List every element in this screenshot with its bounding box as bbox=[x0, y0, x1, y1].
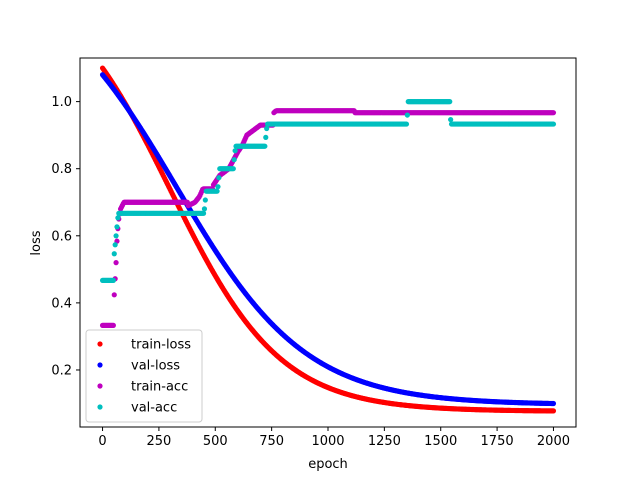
val-acc-point bbox=[215, 184, 221, 190]
x-tick-label: 250 bbox=[146, 434, 171, 449]
val-acc-point bbox=[264, 125, 270, 132]
val-acc-point bbox=[115, 215, 121, 221]
val-acc-point bbox=[550, 121, 557, 127]
x-tick-label: 0 bbox=[98, 434, 106, 449]
x-tick-label: 2000 bbox=[537, 434, 570, 449]
val-acc-point bbox=[231, 157, 237, 163]
val-acc-point bbox=[110, 277, 116, 284]
val-loss-point bbox=[550, 400, 557, 407]
y-tick-label: 0.6 bbox=[51, 229, 72, 244]
val-acc-point bbox=[214, 188, 220, 194]
x-tick-label: 1000 bbox=[311, 434, 344, 449]
val-acc-point bbox=[448, 116, 454, 123]
legend: train-loss val-loss train-acc val-acc bbox=[85, 329, 203, 423]
x-tick-label: 500 bbox=[203, 434, 228, 449]
legend-marker bbox=[97, 383, 103, 389]
train-acc-point bbox=[550, 110, 557, 116]
x-axis: 0 250 500 750 1000 1250 1500 1750 2000 bbox=[98, 427, 570, 449]
y-axis-label: loss bbox=[29, 230, 44, 255]
legend-label: val-loss bbox=[131, 359, 180, 374]
legend-marker bbox=[97, 362, 103, 368]
val-acc-point bbox=[262, 143, 268, 149]
train-acc-point bbox=[110, 322, 116, 328]
x-axis-label: epoch bbox=[308, 457, 348, 472]
val-acc-point bbox=[111, 251, 117, 257]
legend-label: train-loss bbox=[131, 338, 191, 353]
y-axis: 0.2 0.4 0.6 0.8 1.0 bbox=[51, 95, 80, 378]
val-acc-point bbox=[113, 233, 119, 239]
val-acc-point bbox=[202, 197, 208, 203]
legend-box bbox=[85, 329, 203, 423]
legend-label: val-acc bbox=[131, 401, 177, 416]
val-acc-point bbox=[404, 112, 410, 118]
val-acc-point bbox=[201, 206, 208, 212]
data-marks bbox=[99, 65, 557, 414]
x-tick-label: 750 bbox=[259, 434, 284, 449]
val-acc-point bbox=[230, 166, 236, 172]
val-acc-point bbox=[114, 224, 120, 230]
val-acc-point bbox=[232, 148, 238, 154]
val-acc-point bbox=[216, 175, 222, 181]
legend-label: train-acc bbox=[131, 380, 188, 395]
y-tick-label: 0.8 bbox=[51, 162, 72, 177]
legend-marker bbox=[97, 341, 103, 347]
val-acc-point bbox=[200, 210, 207, 216]
x-tick-label: 1500 bbox=[424, 434, 457, 449]
series-train-acc bbox=[99, 108, 557, 328]
x-tick-label: 1250 bbox=[368, 434, 401, 449]
val-acc-point bbox=[112, 242, 118, 248]
val-acc-point bbox=[403, 121, 410, 127]
series-val-loss bbox=[99, 72, 557, 407]
train-acc-point bbox=[113, 260, 119, 266]
train-loss-point bbox=[550, 408, 557, 414]
train-acc-point bbox=[111, 292, 117, 298]
x-tick-label: 1750 bbox=[481, 434, 514, 449]
series-val-acc bbox=[99, 99, 557, 284]
y-tick-label: 1.0 bbox=[51, 95, 72, 110]
val-acc-point bbox=[263, 134, 269, 140]
legend-marker bbox=[97, 404, 103, 410]
y-tick-label: 0.4 bbox=[51, 296, 72, 311]
val-acc-point bbox=[447, 99, 453, 105]
y-tick-label: 0.2 bbox=[51, 363, 72, 378]
